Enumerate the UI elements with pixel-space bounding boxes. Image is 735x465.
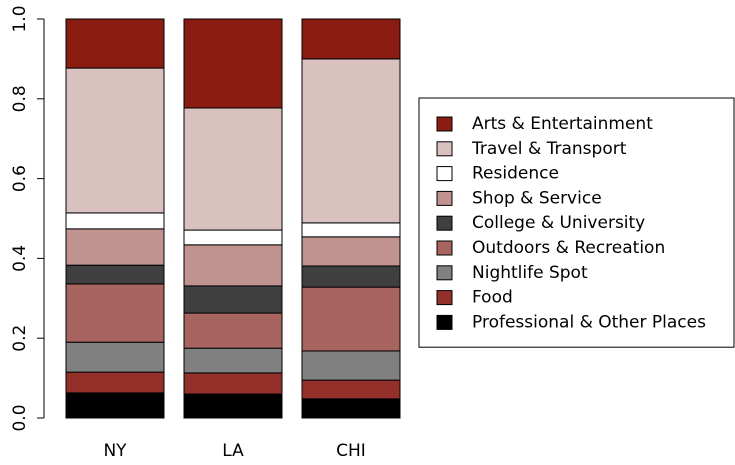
bar-segment (65, 392, 165, 419)
bar-segment (183, 372, 283, 395)
x-tick-label: CHI (336, 441, 366, 461)
bar-segment (301, 265, 401, 288)
bar-segment (301, 58, 401, 224)
legend-swatch (436, 265, 453, 281)
bar-segment (301, 18, 401, 60)
bar-segment (65, 371, 165, 394)
legend-swatch (436, 141, 453, 157)
bar-segment (183, 285, 283, 314)
legend-swatch (436, 314, 453, 330)
bar-segment (183, 107, 283, 231)
legend-swatch (436, 215, 453, 231)
legend-label: Professional & Other Places (472, 312, 706, 332)
bar-segment (301, 379, 401, 400)
bar-segment (65, 212, 165, 230)
bar-segment (65, 283, 165, 343)
bar-segment (183, 18, 283, 109)
legend-label: Shop & Service (472, 188, 602, 208)
bar-segment (65, 341, 165, 373)
y-tick-label: 0.0 (10, 404, 30, 431)
legend-label: Residence (472, 164, 559, 184)
legend-label: Nightlife Spot (472, 263, 588, 283)
bar-segment (301, 236, 401, 267)
bar-segment (183, 393, 283, 419)
legend-swatch (436, 116, 453, 132)
legend-label: College & University (472, 213, 645, 233)
y-tick-label: 0.6 (10, 165, 30, 192)
bar-segment (65, 264, 165, 285)
y-tick-label: 0.2 (10, 325, 30, 352)
x-tick-label: NY (103, 441, 127, 461)
bar-segment (183, 347, 283, 374)
bar-segment (65, 67, 165, 214)
legend-swatch (436, 290, 453, 306)
y-tick-label: 0.8 (10, 85, 30, 112)
bar-segment (301, 398, 401, 419)
legend-swatch (436, 240, 453, 256)
y-tick-label: 1.0 (10, 5, 30, 32)
legend-label: Arts & Entertainment (472, 114, 653, 134)
bar-segment (183, 312, 283, 349)
x-tick-label: LA (222, 441, 244, 461)
legend-swatch (436, 166, 453, 182)
y-tick-label: 0.4 (10, 245, 30, 272)
bar-segment (301, 350, 401, 381)
bar-segment (183, 229, 283, 246)
bar-segment (65, 18, 165, 69)
legend-swatch (436, 190, 453, 206)
legend-label: Outdoors & Recreation (472, 238, 665, 258)
legend-label: Travel & Transport (471, 139, 627, 159)
bar-segment (301, 286, 401, 352)
bar-segment (183, 244, 283, 287)
bar-segment (65, 228, 165, 266)
legend-label: Food (472, 288, 513, 308)
legend-box (418, 97, 735, 348)
bar-segment (301, 222, 401, 238)
